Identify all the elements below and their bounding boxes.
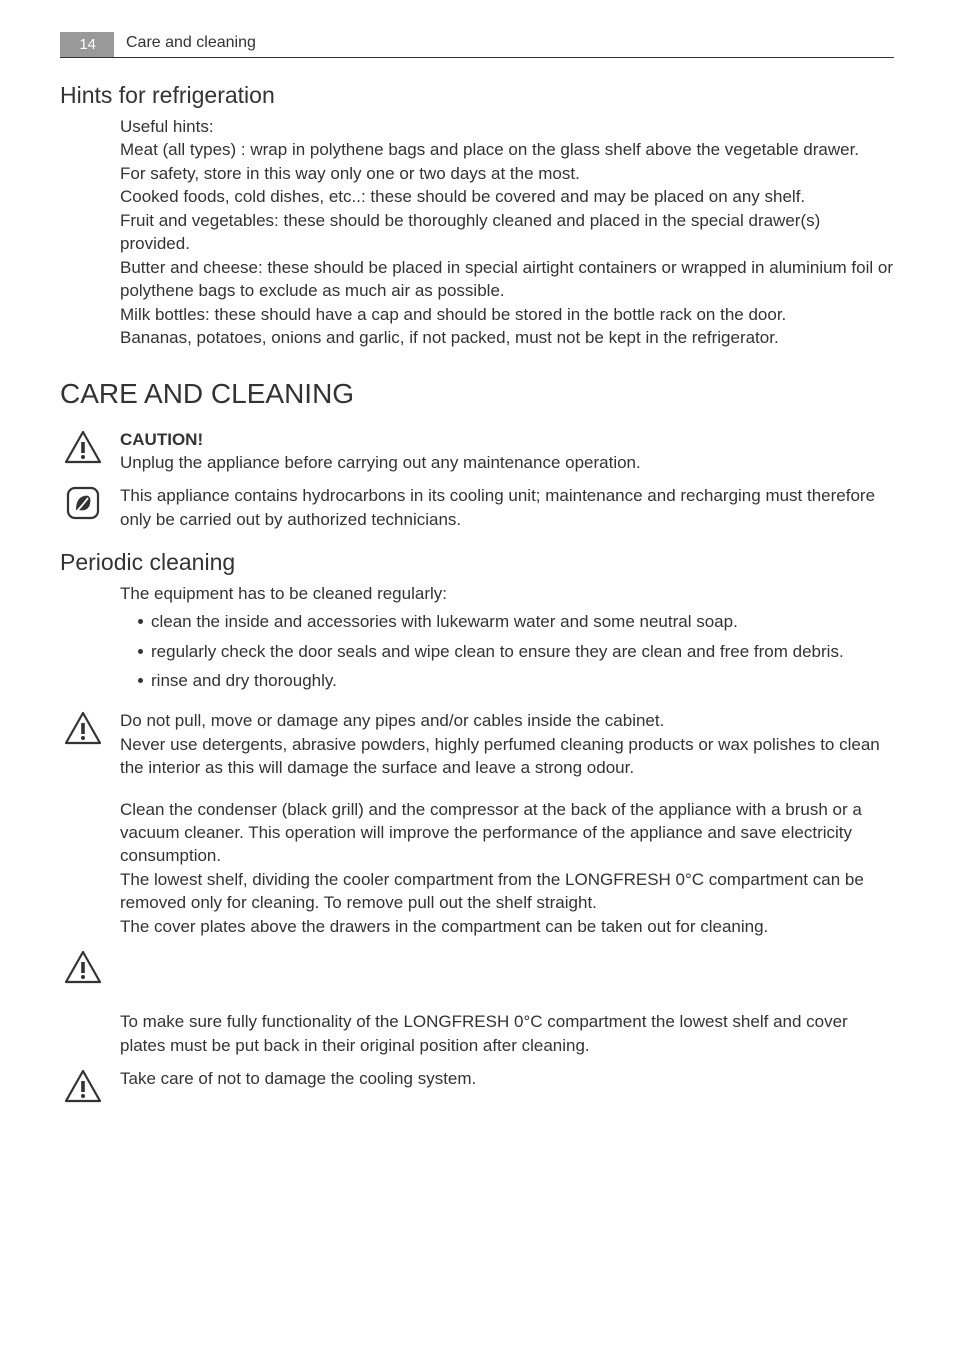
warn-block-spacer xyxy=(60,948,894,984)
eco-info-icon xyxy=(60,484,106,520)
warning-icon xyxy=(60,709,106,745)
caution-text-col: CAUTION! Unplug the appliance before car… xyxy=(120,428,894,475)
hints-p1: Meat (all types) : wrap in polythene bag… xyxy=(120,138,894,161)
hints-intro: Useful hints: xyxy=(120,115,894,138)
hints-p5: Butter and cheese: these should be place… xyxy=(120,256,894,303)
bullet-text: rinse and dry thoroughly. xyxy=(151,669,337,693)
warn2-text: Take care of not to damage the cooling s… xyxy=(120,1067,894,1090)
periodic-para3: The cover plates above the drawers in th… xyxy=(120,915,894,938)
periodic-para1: Clean the condenser (black grill) and th… xyxy=(120,798,894,868)
hints-p3: Cooked foods, cold dishes, etc..: these … xyxy=(120,185,894,208)
periodic-para4: To make sure fully functionality of the … xyxy=(120,1010,894,1057)
list-item: regularly check the door seals and wipe … xyxy=(138,640,894,664)
document-page: 14 Care and cleaning Hints for refrigera… xyxy=(0,0,954,1143)
hints-body: Useful hints: Meat (all types) : wrap in… xyxy=(120,115,894,350)
page-number-box: 14 xyxy=(60,32,114,57)
hints-heading: Hints for refrigeration xyxy=(60,82,894,109)
hints-p6: Milk bottles: these should have a cap an… xyxy=(120,303,894,326)
caution-label: CAUTION! xyxy=(120,428,894,451)
info-block: This appliance contains hydrocarbons in … xyxy=(60,484,894,531)
bullet-text: clean the inside and accessories with lu… xyxy=(151,610,738,634)
caution-text: Unplug the appliance before carrying out… xyxy=(120,451,894,474)
bullet-icon xyxy=(138,619,143,624)
hints-p4: Fruit and vegetables: these should be th… xyxy=(120,209,894,256)
list-item: rinse and dry thoroughly. xyxy=(138,669,894,693)
warning-icon xyxy=(60,428,106,464)
hints-p2: For safety, store in this way only one o… xyxy=(120,162,894,185)
caution-block: CAUTION! Unplug the appliance before car… xyxy=(60,428,894,475)
bullet-text: regularly check the door seals and wipe … xyxy=(151,640,844,664)
periodic-para2: The lowest shelf, dividing the cooler co… xyxy=(120,868,894,915)
warn-block-2: Take care of not to damage the cooling s… xyxy=(60,1067,894,1103)
warn-block-1: Do not pull, move or damage any pipes an… xyxy=(60,709,894,779)
periodic-intro: The equipment has to be cleaned regularl… xyxy=(120,582,894,605)
list-item: clean the inside and accessories with lu… xyxy=(138,610,894,634)
warn1-text: Do not pull, move or damage any pipes an… xyxy=(120,709,894,779)
bullet-icon xyxy=(138,678,143,683)
header-section-title: Care and cleaning xyxy=(114,34,256,56)
periodic-heading: Periodic cleaning xyxy=(60,549,894,576)
warning-icon xyxy=(60,1067,106,1103)
header-bar: 14 Care and cleaning xyxy=(60,32,894,58)
warning-icon xyxy=(60,948,106,984)
bullet-icon xyxy=(138,649,143,654)
care-heading: CARE AND CLEANING xyxy=(60,378,894,410)
periodic-bullet-list: clean the inside and accessories with lu… xyxy=(138,610,894,693)
info-text: This appliance contains hydrocarbons in … xyxy=(120,484,894,531)
hints-p7: Bananas, potatoes, onions and garlic, if… xyxy=(120,326,894,349)
